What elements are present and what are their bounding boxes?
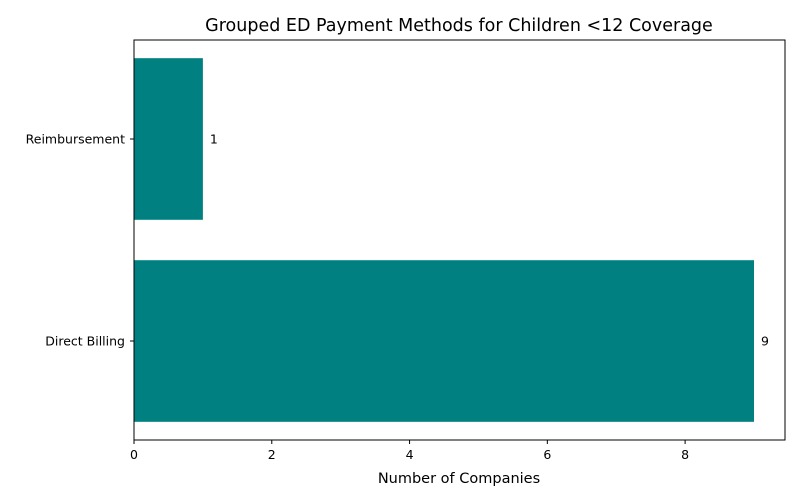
- x-tick-label: 0: [130, 447, 138, 462]
- axes-layer: Reimbursement Direct Billing 0 2 4 6 8: [26, 39, 786, 462]
- x-axis-label: Number of Companies: [378, 471, 540, 487]
- x-tick-label: 8: [681, 447, 689, 462]
- x-tick-label: 2: [268, 447, 276, 462]
- data-label: 1: [210, 131, 218, 146]
- chart-title: Grouped ED Payment Methods for Children …: [205, 16, 713, 36]
- y-tick-label: Reimbursement: [26, 131, 125, 146]
- data-label: 9: [761, 334, 769, 349]
- data-labels-layer: 19: [210, 131, 769, 348]
- y-tick-label: Direct Billing: [45, 334, 125, 349]
- x-tick-label: 6: [543, 447, 551, 462]
- plot-frame: [133, 39, 786, 441]
- bar-direct-billing: [134, 260, 754, 422]
- bars-layer: [134, 58, 754, 422]
- bar-reimbursement: [134, 58, 203, 220]
- x-tick-label: 4: [406, 447, 414, 462]
